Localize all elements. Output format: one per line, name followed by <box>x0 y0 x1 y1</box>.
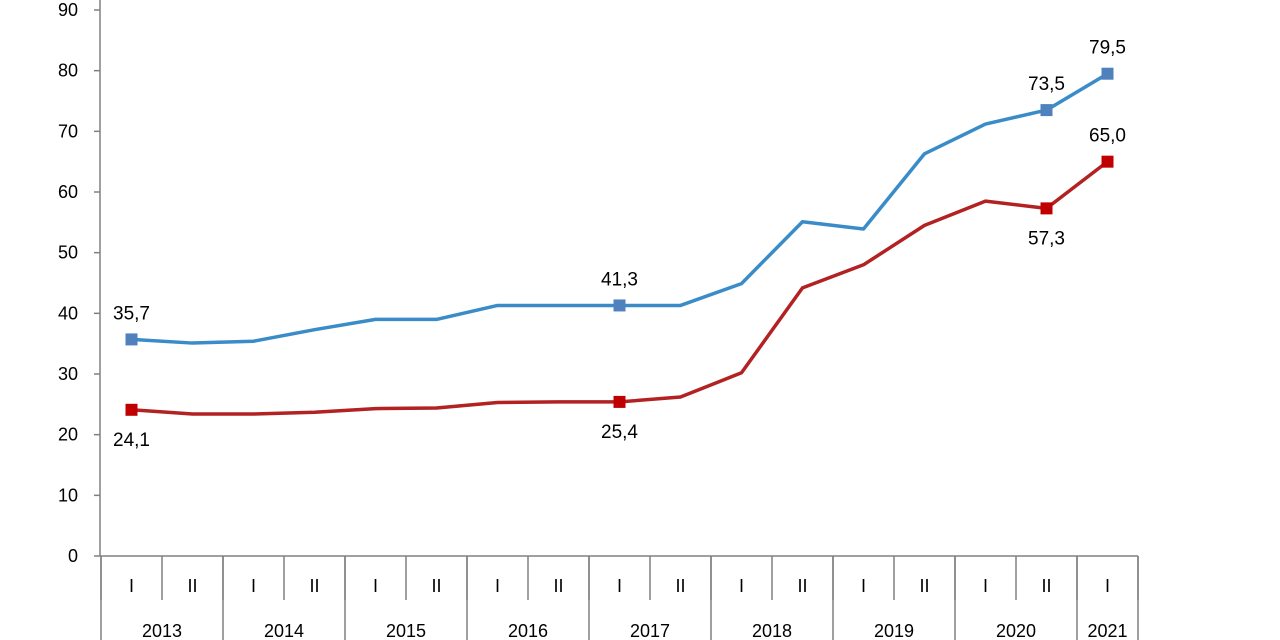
y-tick-label: 10 <box>58 485 78 505</box>
x-year-label: 2015 <box>386 621 426 640</box>
x-period-label: I <box>861 576 866 596</box>
y-tick-label: 90 <box>58 0 78 20</box>
y-tick-label: 30 <box>58 364 78 384</box>
series-2-data-label: 57,3 <box>1028 228 1065 249</box>
y-tick-label: 80 <box>58 61 78 81</box>
series-1-marker <box>1040 104 1053 117</box>
x-period-label: I <box>251 576 256 596</box>
series-2-data-label: 25,4 <box>601 422 638 443</box>
y-tick-label: 50 <box>58 243 78 263</box>
y-axis: 0 10 20 30 40 50 60 70 80 90 <box>58 0 101 566</box>
y-tick-label: 20 <box>58 425 78 445</box>
series-layer <box>125 67 1114 416</box>
y-tick-label: 0 <box>68 546 78 566</box>
series-1-marker <box>613 299 626 312</box>
x-period-label: II <box>309 576 319 596</box>
x-year-label: 2021 <box>1087 621 1127 640</box>
x-year-label: 2019 <box>874 621 914 640</box>
x-period-label: II <box>431 576 441 596</box>
x-period-label: I <box>495 576 500 596</box>
x-year-label: 2014 <box>264 621 304 640</box>
series-1-data-label: 73,5 <box>1028 74 1065 95</box>
series-1-data-label: 35,7 <box>113 303 150 324</box>
series-1-marker <box>125 333 138 346</box>
series-2-data-label: 24,1 <box>113 430 150 451</box>
y-tick-label: 40 <box>58 303 78 323</box>
x-period-label: I <box>1105 576 1110 596</box>
y-tick-label: 60 <box>58 182 78 202</box>
x-year-label: 2020 <box>996 621 1036 640</box>
x-period-label: II <box>797 576 807 596</box>
x-period-label: II <box>553 576 563 596</box>
x-year-label: 2013 <box>142 621 182 640</box>
series-1-data-label: 41,3 <box>601 269 638 290</box>
series-2-marker <box>125 403 138 416</box>
series-2-data-label: 65,0 <box>1089 126 1126 147</box>
x-year-label: 2016 <box>508 621 548 640</box>
series-1-data-label: 79,5 <box>1089 38 1126 59</box>
x-period-label: II <box>675 576 685 596</box>
series-2-marker <box>613 395 626 408</box>
x-period-label: II <box>1041 576 1051 596</box>
data-labels: 35,7 41,3 73,5 79,5 24,1 25,4 57,3 65,0 <box>113 38 1126 451</box>
x-period-label: I <box>129 576 134 596</box>
x-period-label: II <box>187 576 197 596</box>
x-period-label: I <box>617 576 622 596</box>
series-2-marker <box>1040 202 1053 215</box>
x-period-label: II <box>919 576 929 596</box>
series-2-marker <box>1101 155 1114 168</box>
x-period-label: I <box>983 576 988 596</box>
x-period-label: I <box>739 576 744 596</box>
x-period-label: I <box>373 576 378 596</box>
y-tick-label: 70 <box>58 121 78 141</box>
series-1-marker <box>1101 67 1114 80</box>
x-year-label: 2017 <box>630 621 670 640</box>
x-year-label: 2018 <box>752 621 792 640</box>
